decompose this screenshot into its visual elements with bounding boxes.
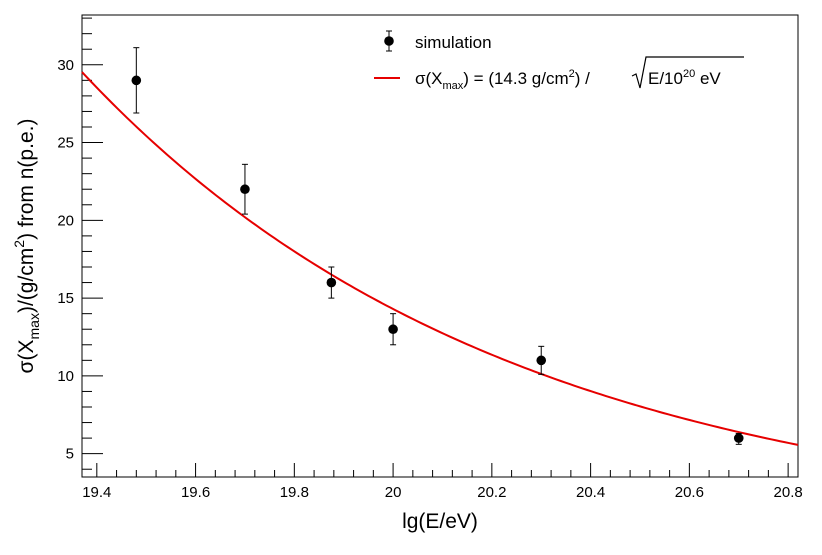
legend-sqrt-sign [631, 56, 744, 89]
y-axis: 5 10 15 20 25 30 [57, 17, 103, 470]
data-point-marker [326, 277, 337, 288]
data-point-marker [240, 184, 250, 195]
data-point [388, 313, 398, 346]
y-tick-label: 10 [57, 368, 74, 385]
y-tick-label: 5 [66, 446, 74, 463]
x-tick-label: 20.6 [675, 484, 704, 501]
data-point-marker [388, 324, 398, 335]
fit-curve-group [81, 71, 799, 446]
x-tick-label: 19.6 [181, 484, 210, 501]
data-point-marker [536, 355, 547, 366]
x-tick-label: 19.4 [82, 484, 111, 501]
data-point-marker [733, 433, 744, 443]
y-axis-title: σ(Xmax)/(g/cm2) from n(p.e.) [11, 119, 42, 374]
legend-sim-label: simulation [415, 33, 492, 52]
legend-sqrt-content: E/1020 eV [648, 68, 721, 88]
data-point [536, 345, 547, 375]
plot-frame [81, 14, 799, 478]
data-point [326, 266, 337, 299]
x-axis: 19.4 19.6 19.8 20 20.2 20.4 20.6 20.8 [82, 463, 803, 501]
legend-sim-marker [384, 36, 394, 46]
legend-fit-label: σ(Xmax) = (14.3 g/cm2) / [415, 68, 590, 92]
data-point [733, 432, 744, 445]
fit-curve [81, 71, 799, 446]
y-tick-label: 25 [57, 135, 74, 152]
x-tick-label: 20.2 [477, 484, 506, 501]
y-tick-label: 15 [57, 290, 74, 307]
x-axis-title: lg(E/eV) [402, 510, 478, 533]
x-tick-label: 19.8 [280, 484, 309, 501]
x-tick-label: 20 [385, 484, 402, 501]
y-tick-label: 30 [57, 57, 74, 74]
data-point-marker [131, 75, 142, 86]
data-point [240, 163, 250, 215]
data-point [131, 47, 142, 114]
x-tick-label: 20.4 [576, 484, 605, 501]
data-points [131, 47, 744, 445]
x-tick-label: 20.8 [774, 484, 803, 501]
legend: simulation σ(Xmax) = (14.3 g/cm2) / E/10… [374, 30, 744, 92]
y-tick-label: 20 [57, 212, 74, 229]
